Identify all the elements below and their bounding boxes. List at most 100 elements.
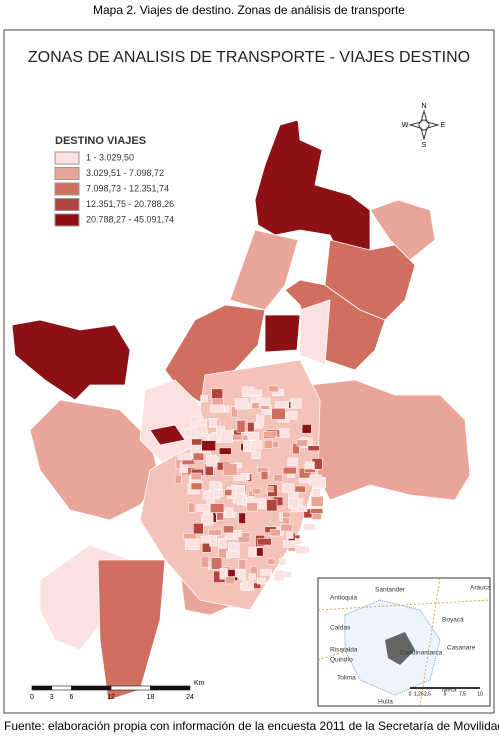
zone-cell [210, 503, 225, 513]
zone-cell [304, 461, 315, 470]
zone-cell [288, 491, 299, 499]
legend: 1 - 3.029,50 3.029,51 - 7.098,72 7.098,73 … [54, 151, 174, 227]
zone-cell [190, 482, 203, 490]
inset-label: Tolima [337, 675, 356, 682]
zone-cell [201, 440, 216, 452]
inset-label: Antioquia [330, 595, 357, 602]
compass-n: N [421, 103, 426, 110]
zone-cell [298, 506, 308, 512]
zone-cell [236, 420, 246, 433]
map-title: ZONAS DE ANALISIS DE TRANSPORTE - VIAJES… [28, 49, 470, 66]
zone-cell [234, 398, 249, 410]
zone-cell [279, 558, 286, 566]
zone-cell [243, 441, 251, 451]
zone-cell [239, 570, 246, 580]
zone-cell [247, 422, 255, 433]
zone-cell [286, 531, 294, 539]
inset-label: Santander [375, 587, 406, 594]
zone-cell [216, 512, 224, 521]
scale-label: 0 [30, 694, 34, 701]
zone-cell [292, 443, 300, 455]
zone-cell [290, 398, 302, 409]
zone-cell [222, 463, 238, 476]
zone-cell [312, 488, 321, 497]
zone-cell [188, 502, 196, 513]
zone-cell [219, 567, 228, 580]
zone-cell [250, 389, 262, 396]
zone-cell [248, 573, 256, 580]
zone-cell [247, 432, 259, 440]
legend-title: DESTINO VIAJES [55, 135, 146, 147]
zone-cell [252, 487, 262, 495]
zone [299, 299, 331, 366]
zone-cell [210, 404, 225, 413]
inset-scale-label: 10 [477, 691, 483, 697]
inset-label: Quindío [330, 657, 353, 664]
zone [149, 424, 186, 446]
zone-cell [287, 457, 298, 466]
scale-label: 12 [107, 694, 115, 701]
zone-cell [256, 547, 264, 557]
zone-cell [282, 517, 290, 525]
zone-cell [311, 513, 322, 520]
zone-cell [185, 538, 200, 551]
scale-segment [31, 685, 53, 691]
inset-scale-label: 2,5 [424, 691, 431, 697]
zone-cell [257, 577, 267, 585]
zone-cell [260, 569, 272, 576]
zone-cell [282, 483, 295, 493]
zone-cell [246, 502, 258, 512]
zone-cell [267, 385, 279, 393]
inset-label: Arauca [470, 585, 491, 592]
scale-label: 18 [147, 694, 155, 701]
legend-swatch [54, 182, 80, 196]
legend-label: 7.098,73 - 12.351,74 [86, 183, 169, 193]
zone-cell [189, 416, 199, 423]
zone-cell [200, 418, 207, 426]
zone-cell [299, 477, 310, 484]
zone-cell [213, 489, 224, 497]
zone-cell [263, 431, 278, 438]
zone-cell [256, 414, 265, 427]
zone [264, 314, 301, 353]
zone-cell [269, 529, 281, 537]
zone-cell [217, 538, 227, 548]
zone-cell [231, 406, 238, 418]
zone-cell [251, 450, 261, 459]
caption: Mapa 2. Viajes de destino. Zonas de anál… [93, 3, 405, 17]
zone-cell [223, 525, 235, 534]
zone-cell [220, 430, 233, 443]
zone-cell [266, 499, 278, 512]
zone-cell [263, 439, 273, 449]
zone-cell [218, 447, 232, 455]
zones [11, 119, 471, 701]
inset-label: Meta [442, 687, 457, 694]
legend-label: 20.788,27 - 45.091,74 [86, 214, 174, 224]
zone-cell [257, 398, 271, 406]
inset-label: Boyacá [442, 617, 464, 624]
zone-cell [248, 547, 256, 558]
zone-cell [232, 530, 243, 538]
zone-cell [200, 395, 208, 403]
zone-cell [287, 411, 298, 420]
zone [11, 319, 131, 401]
scale-segment [110, 685, 151, 691]
zone-cell [201, 514, 214, 526]
inset-label: Huila [378, 699, 393, 706]
zone-cell [228, 542, 237, 551]
source: Fuente: elaboración propia con informaci… [4, 719, 499, 733]
zone-cell [177, 452, 192, 461]
scale-segment [150, 685, 191, 691]
legend-swatch [54, 151, 80, 165]
city-zones [174, 385, 326, 591]
scale-unit: Km [194, 680, 205, 687]
zone-cell [301, 424, 312, 434]
inset-label: Risaralda [330, 647, 358, 654]
zone-cell [288, 496, 299, 509]
legend-swatch [54, 167, 80, 180]
inset-scale-label: 0 [409, 691, 412, 697]
compass: N S E W [402, 103, 446, 149]
zone-cell [237, 532, 251, 543]
scale-segment [51, 685, 72, 691]
